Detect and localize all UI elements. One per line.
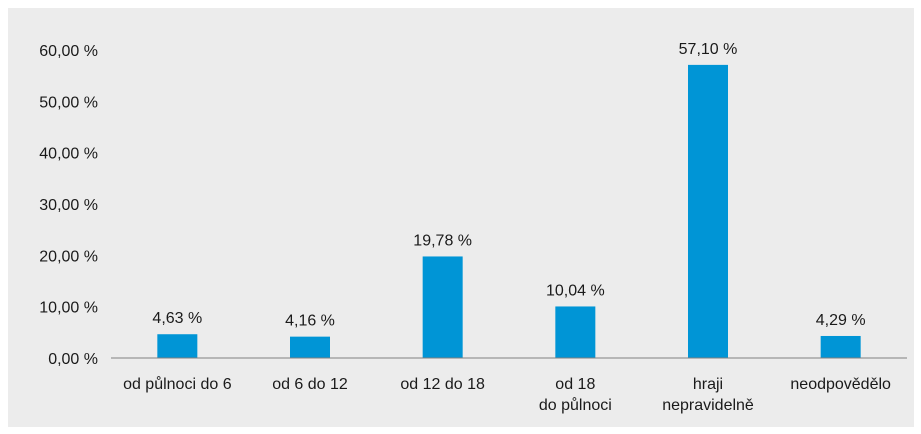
bars [157, 64, 861, 359]
x-category-label-line: neodpovědělo [790, 376, 891, 393]
y-tick-label: 10,00 % [39, 300, 98, 317]
y-axis-tick-labels: 0,00 % 10,00 % 20,00 % 30,00 % 40,00 % 50,00 … [39, 43, 98, 368]
data-label: 57,10 % [679, 41, 738, 58]
x-category-label: od 12 do 18 [400, 376, 485, 393]
bar [422, 256, 463, 358]
bar [688, 64, 728, 359]
y-tick-label: 30,00 % [39, 197, 98, 214]
y-tick-label: 40,00 % [39, 146, 98, 163]
x-category-label-line: do půlnoci [539, 396, 612, 414]
y-tick-label: 50,00 % [39, 94, 98, 111]
bar [157, 334, 198, 358]
bar [820, 335, 861, 358]
x-category-label: od půlnoci do 6 [123, 375, 232, 393]
data-labels: 4,63 % 4,16 % 19,78 % 10,04 % 57,10 % 4,29 % [152, 41, 865, 330]
x-category-label: od 6 do 12 [272, 376, 348, 393]
y-tick-label: 0,00 % [48, 351, 98, 368]
x-category-label-line: nepravidelně [662, 397, 754, 414]
data-label: 4,29 % [816, 312, 866, 329]
x-category-label: od 18 do půlnoci [539, 376, 612, 414]
x-axis-category-labels: od půlnoci do 6 od 6 do 12 od 12 do 18 od 1… [123, 375, 891, 414]
data-label: 10,04 % [546, 282, 605, 299]
chart-panel: 0,00 % 10,00 % 20,00 % 30,00 % 40,00 % 50,00 … [8, 8, 914, 427]
bar [555, 306, 596, 358]
x-category-label-line: od půlnoci do 6 [123, 375, 232, 393]
y-tick-label: 20,00 % [39, 248, 98, 265]
data-label: 4,16 % [285, 313, 335, 330]
x-category-label: neodpovědělo [790, 376, 891, 393]
data-label: 19,78 % [413, 232, 472, 249]
y-tick-label: 60,00 % [39, 43, 98, 60]
x-category-label: hraji nepravidelně [662, 376, 754, 414]
bar-chart: 0,00 % 10,00 % 20,00 % 30,00 % 40,00 % 50,00 … [39, 41, 907, 414]
x-category-label-line: od 18 [555, 376, 595, 393]
data-label: 4,63 % [152, 310, 202, 327]
x-category-label-line: hraji [693, 376, 723, 393]
bar [290, 336, 330, 358]
x-category-label-line: od 12 do 18 [400, 376, 485, 393]
x-category-label-line: od 6 do 12 [272, 376, 348, 393]
